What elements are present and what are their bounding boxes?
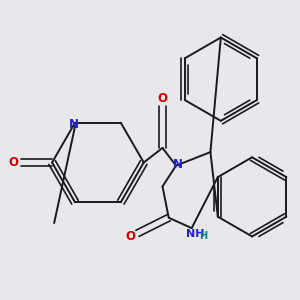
Text: N: N bbox=[172, 158, 183, 171]
Text: H: H bbox=[200, 231, 208, 241]
Text: O: O bbox=[8, 156, 18, 169]
Text: O: O bbox=[126, 230, 136, 243]
Text: O: O bbox=[158, 92, 167, 105]
Text: N: N bbox=[68, 118, 78, 131]
Text: NH: NH bbox=[185, 229, 204, 239]
